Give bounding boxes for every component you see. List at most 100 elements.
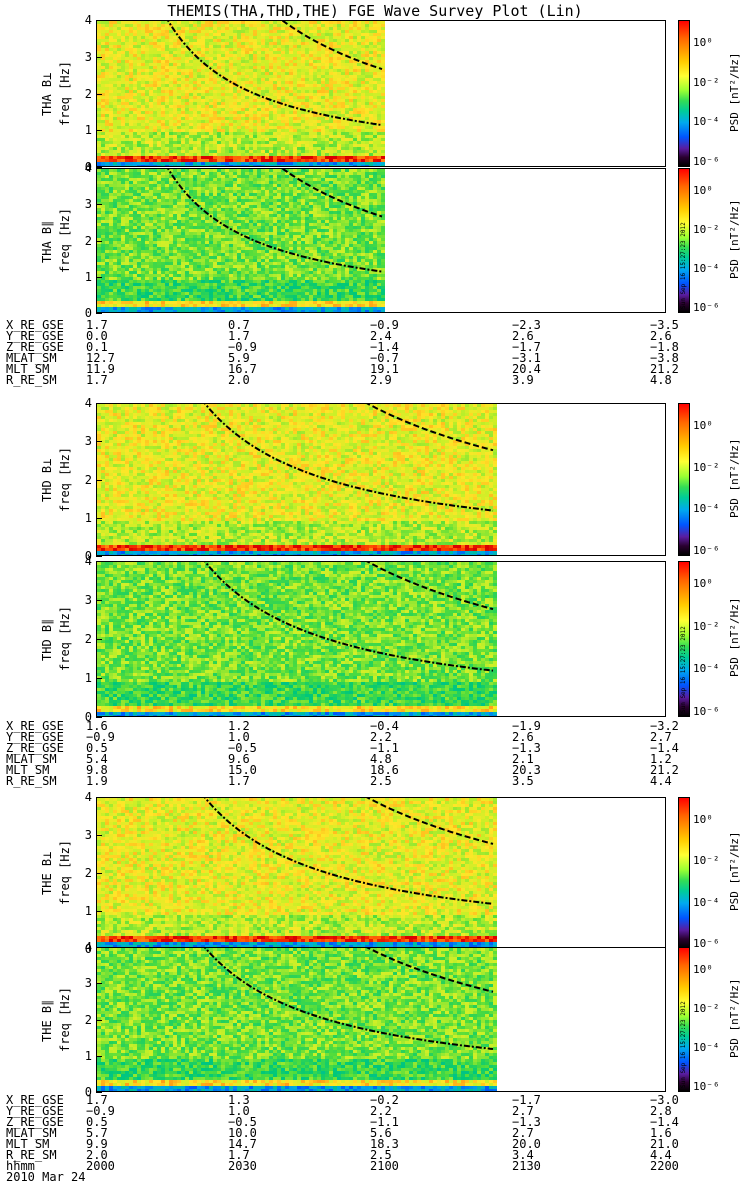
orbit-row-label: Y_RE_GSE bbox=[6, 731, 64, 743]
colorbar-tick-label: 10⁻⁶ bbox=[693, 1080, 720, 1093]
y-tick bbox=[96, 441, 102, 443]
colorbar-tick-label: 10⁻⁶ bbox=[693, 544, 720, 557]
y-tick bbox=[96, 717, 102, 718]
orbit-value: 1.0 bbox=[228, 731, 250, 743]
spectrogram-panel-3 bbox=[96, 561, 666, 717]
orbit-value: 2130 bbox=[512, 1160, 541, 1172]
colorbar-tick-label: 10⁻⁶ bbox=[693, 301, 720, 314]
orbit-value: 15.0 bbox=[228, 764, 257, 776]
orbit-value: −0.4 bbox=[370, 720, 399, 732]
orbit-value: 1.7 bbox=[228, 330, 250, 342]
colorbar-tick-label: 10⁰ bbox=[693, 36, 713, 49]
orbit-value: 10.0 bbox=[228, 1127, 257, 1139]
orbit-value: 0.5 bbox=[86, 742, 108, 754]
orbit-row-label: MLT_SM bbox=[6, 764, 49, 776]
colorbar-label: PSD [nT²/Hz] bbox=[728, 199, 741, 278]
y-tick-label: 0 bbox=[74, 710, 92, 724]
colorbar-tick-label: 10⁻² bbox=[693, 223, 720, 236]
orbit-value: 0.5 bbox=[86, 1116, 108, 1128]
orbit-value: −0.9 bbox=[370, 319, 399, 331]
spectrogram-cells-0 bbox=[97, 21, 385, 166]
orbit-row-label: MLT_SM bbox=[6, 1138, 49, 1150]
orbit-value: 5.7 bbox=[86, 1127, 108, 1139]
orbit-row-label: R_RE_SM bbox=[6, 374, 57, 386]
colorbar-tick-label: 10⁰ bbox=[693, 963, 713, 976]
spectrogram-panel-2 bbox=[96, 403, 666, 556]
orbit-value: 5.6 bbox=[370, 1127, 392, 1139]
spectrogram-panel-0 bbox=[96, 20, 666, 167]
orbit-value: −1.1 bbox=[370, 742, 399, 754]
panel-unit-label: freq [Hz] bbox=[58, 986, 72, 1051]
y-tick bbox=[96, 168, 102, 169]
fce-curve-2 bbox=[204, 404, 494, 512]
y-tick-label: 0 bbox=[74, 1085, 92, 1099]
orbit-row-label: X_RE_GSE bbox=[6, 319, 64, 331]
spectrogram-cells-5 bbox=[97, 948, 497, 1091]
colorbar-tick-label: 10⁰ bbox=[693, 577, 713, 590]
colorbar bbox=[678, 561, 690, 717]
colorbar-tick-label: 10⁰ bbox=[693, 184, 713, 197]
y-tick bbox=[96, 873, 102, 874]
colorbar-tick-label: 10⁻⁶ bbox=[693, 155, 720, 168]
y-tick-label: 4 bbox=[74, 790, 92, 804]
orbit-value: 2.5 bbox=[370, 1149, 392, 1161]
orbit-value: 0.0 bbox=[86, 330, 108, 342]
panel-unit-label: freq [Hz] bbox=[58, 207, 72, 272]
orbit-row-label: MLAT_SM bbox=[6, 753, 57, 765]
colorbar-label: PSD [nT²/Hz] bbox=[728, 978, 741, 1057]
y-tick-label: 4 bbox=[74, 396, 92, 410]
orbit-value: 2.1 bbox=[512, 753, 534, 765]
orbit-value: 3.5 bbox=[512, 775, 534, 787]
y-tick-label: 0 bbox=[74, 942, 92, 956]
timestamp-stamp: Sun Sep 16 15:27:23 2012 bbox=[680, 222, 687, 309]
colorbar-tick-label: 10⁻⁶ bbox=[693, 937, 720, 950]
timestamp-stamp: Sun Sep 16 15:27:23 2012 bbox=[680, 626, 687, 713]
orbit-value: 2.2 bbox=[370, 731, 392, 743]
date-label: 2010 Mar 24 bbox=[6, 1171, 85, 1183]
panel-ylabel: THA B∥ bbox=[40, 220, 54, 262]
y-tick bbox=[96, 56, 102, 58]
y-tick-label: 4 bbox=[74, 13, 92, 27]
panel-ylabel: THE B∥ bbox=[40, 999, 54, 1041]
orbit-value: −1.9 bbox=[512, 720, 541, 732]
colorbar-tick-label: 10⁻² bbox=[693, 620, 720, 633]
orbit-value: 1.7 bbox=[228, 775, 250, 787]
panel-ylabel: THD B∥ bbox=[40, 619, 54, 661]
colorbar-tick-label: 10⁻² bbox=[693, 854, 720, 867]
orbit-value: 2.8 bbox=[650, 1105, 672, 1117]
spectrogram-cells-4 bbox=[97, 798, 497, 948]
orbit-value: 11.9 bbox=[86, 363, 115, 375]
colorbar-tick-label: 10⁻⁴ bbox=[693, 662, 720, 675]
orbit-value: 2.5 bbox=[370, 775, 392, 787]
y-tick-label: 3 bbox=[74, 434, 92, 448]
y-tick bbox=[96, 1055, 102, 1057]
panel-unit-label: freq [Hz] bbox=[58, 446, 72, 511]
orbit-value: 2.6 bbox=[650, 330, 672, 342]
orbit-value: 2.9 bbox=[370, 374, 392, 386]
colorbar-tick-label: 10⁻⁴ bbox=[693, 1041, 720, 1054]
orbit-value: 21.2 bbox=[650, 764, 679, 776]
orbit-row-label: Y_RE_GSE bbox=[6, 1105, 64, 1117]
panel-unit-label: freq [Hz] bbox=[58, 840, 72, 905]
orbit-value: 12.7 bbox=[86, 352, 115, 364]
orbit-row-label: hhmm bbox=[6, 1160, 35, 1172]
orbit-value: 2.6 bbox=[512, 330, 534, 342]
colorbar-tick-label: 10⁻⁶ bbox=[693, 705, 720, 718]
colorbar-tick-label: 10⁻² bbox=[693, 1002, 720, 1015]
orbit-value: 2000 bbox=[86, 1160, 115, 1172]
y-tick-label: 1 bbox=[74, 1049, 92, 1063]
y-tick bbox=[96, 835, 102, 836]
spectrogram-svg-1 bbox=[97, 169, 385, 312]
orbit-value: −1.3 bbox=[512, 1116, 541, 1128]
orbit-value: −1.4 bbox=[650, 742, 679, 754]
y-tick-label: 1 bbox=[74, 904, 92, 918]
orbit-value: 20.4 bbox=[512, 363, 541, 375]
orbit-value: 9.9 bbox=[86, 1138, 108, 1150]
spectrogram-cells-2 bbox=[97, 404, 497, 555]
orbit-row-label: Z_RE_GSE bbox=[6, 742, 64, 754]
fch-curve-5 bbox=[366, 948, 494, 993]
orbit-value: −1.8 bbox=[650, 341, 679, 353]
orbit-value: −0.5 bbox=[228, 742, 257, 754]
orbit-value: 2.0 bbox=[86, 1149, 108, 1161]
orbit-value: −0.5 bbox=[228, 1116, 257, 1128]
